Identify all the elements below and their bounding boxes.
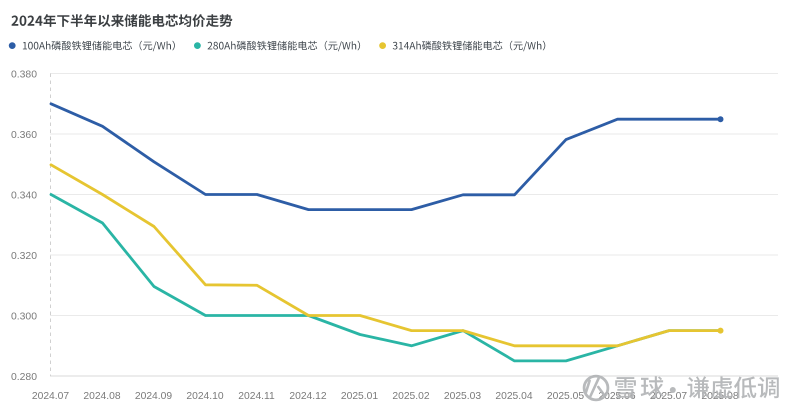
- svg-text:2025.02: 2025.02: [392, 391, 429, 402]
- svg-text:2024.07: 2024.07: [32, 391, 69, 402]
- svg-text:2024.11: 2024.11: [238, 391, 275, 402]
- svg-text:2025.04: 2025.04: [495, 391, 532, 402]
- svg-text:2024.12: 2024.12: [289, 391, 326, 402]
- svg-text:2025.03: 2025.03: [444, 391, 481, 402]
- svg-text:0.300: 0.300: [11, 312, 37, 323]
- svg-text:0.340: 0.340: [11, 191, 37, 202]
- svg-text:2024.10: 2024.10: [186, 391, 223, 402]
- svg-text:2025.05: 2025.05: [547, 391, 584, 402]
- svg-text:0.380: 0.380: [11, 70, 37, 81]
- svg-text:2024.09: 2024.09: [135, 391, 172, 402]
- svg-text:2025.01: 2025.01: [341, 391, 378, 402]
- svg-text:0.280: 0.280: [11, 372, 37, 383]
- svg-text:2024.08: 2024.08: [83, 391, 120, 402]
- svg-text:0.360: 0.360: [11, 130, 37, 141]
- svg-text:0.320: 0.320: [11, 251, 37, 262]
- svg-text:2025.07: 2025.07: [650, 391, 687, 402]
